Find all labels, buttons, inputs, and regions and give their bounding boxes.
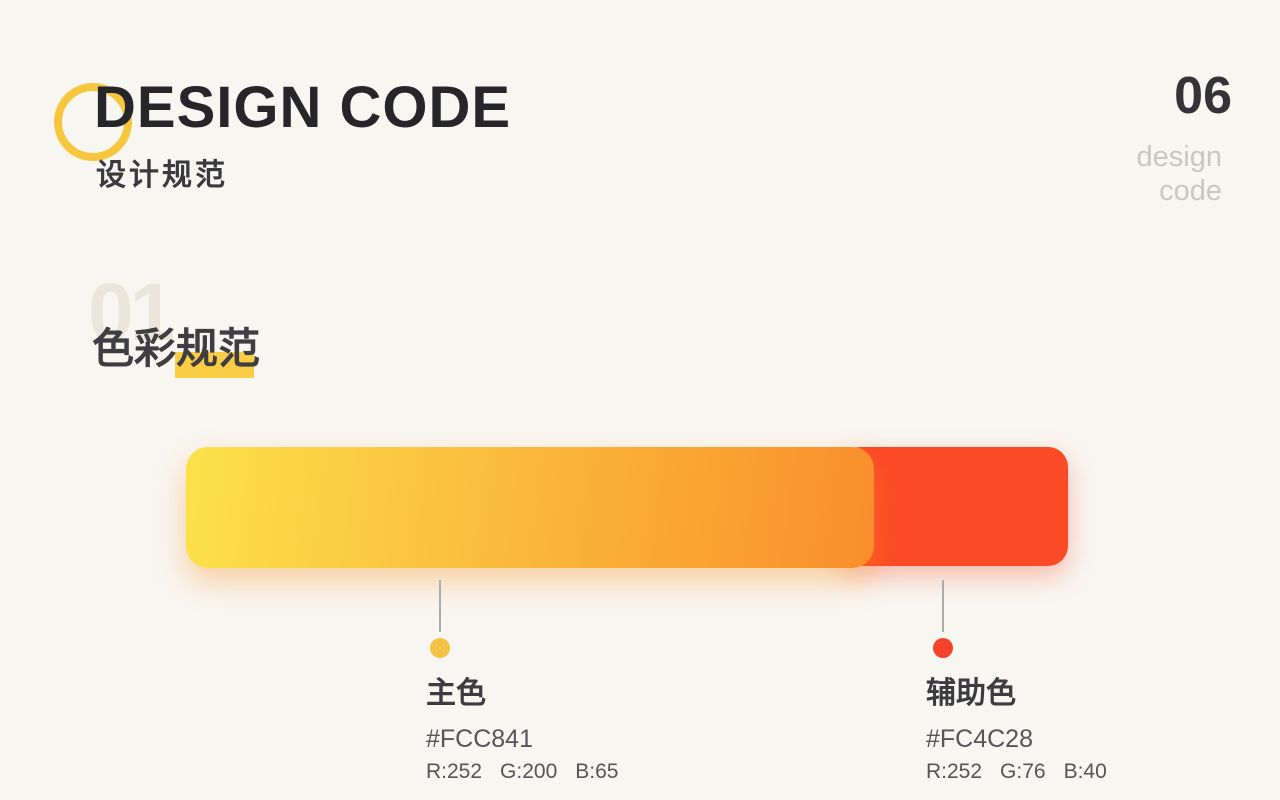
primary-color-callout: 主色 #FCC841 R:252 G:200 B:65 bbox=[426, 678, 618, 784]
secondary-connector-line bbox=[942, 580, 944, 632]
primary-color-rgb: R:252 G:200 B:65 bbox=[426, 760, 618, 784]
secondary-color-bar bbox=[840, 447, 1068, 566]
section-title: 色彩规范 bbox=[92, 325, 261, 372]
secondary-color-callout: 辅助色 #FC4C28 R:252 G:76 B:40 bbox=[926, 678, 1107, 784]
secondary-rgb-r: R:252 bbox=[926, 760, 983, 783]
secondary-color-rgb: R:252 G:76 B:40 bbox=[926, 760, 1107, 784]
primary-color-name: 主色 bbox=[426, 677, 486, 710]
primary-rgb-b: B:65 bbox=[575, 760, 619, 783]
page-subtitle: 设计规范 bbox=[96, 159, 228, 192]
secondary-rgb-g: G:76 bbox=[1000, 760, 1046, 783]
secondary-color-name: 辅助色 bbox=[926, 677, 1016, 710]
primary-color-gradient-bar bbox=[186, 447, 874, 568]
primary-connector-line bbox=[439, 580, 441, 632]
page-word-line1: design bbox=[1136, 141, 1222, 173]
page-number: 06 bbox=[1174, 67, 1232, 125]
primary-rgb-g: G:200 bbox=[500, 760, 558, 783]
accent-ring-icon bbox=[54, 83, 132, 161]
page-word-label: design code bbox=[1137, 140, 1222, 208]
secondary-color-dot bbox=[933, 638, 953, 658]
primary-rgb-r: R:252 bbox=[426, 760, 483, 783]
primary-color-hex: #FCC841 bbox=[426, 725, 533, 753]
page-word-line2: code bbox=[1159, 175, 1222, 207]
section-title-highlight bbox=[175, 352, 254, 378]
primary-color-dot bbox=[430, 638, 450, 658]
page-title: DESIGN CODE bbox=[94, 75, 512, 140]
section-index: 01 bbox=[88, 267, 175, 358]
secondary-color-hex: #FC4C28 bbox=[926, 725, 1033, 753]
secondary-rgb-b: B:40 bbox=[1063, 760, 1107, 783]
